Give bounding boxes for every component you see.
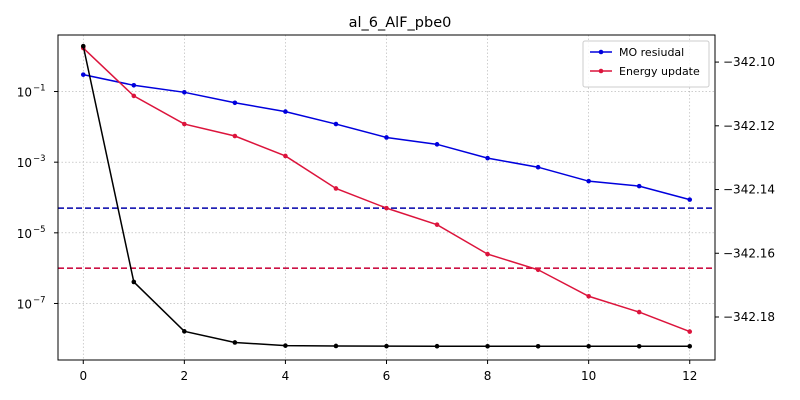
- legend-label: Energy update: [619, 65, 700, 78]
- series-point-0: [232, 100, 238, 106]
- series-point-1: [333, 186, 339, 191]
- series-point-2: [535, 343, 541, 349]
- legend-marker: [598, 68, 604, 74]
- y-left-tick-label: 10: [17, 86, 32, 100]
- series-point-1: [434, 222, 440, 227]
- series-point-2: [384, 343, 389, 349]
- series-point-1: [182, 121, 187, 127]
- y-left-tick-exponent: −1: [33, 84, 46, 94]
- series-point-1: [485, 251, 490, 257]
- series-point-0: [485, 155, 490, 161]
- y-left-tick-label: 10: [17, 227, 32, 241]
- series-point-2: [485, 343, 490, 349]
- legend-label: MO resiudal: [619, 46, 684, 59]
- series-point-1: [535, 267, 541, 273]
- series-point-0: [434, 142, 440, 147]
- legend-marker: [598, 49, 604, 55]
- series-point-0: [131, 83, 137, 88]
- series-point-2: [434, 343, 440, 349]
- y-right-tick-label: −342.10: [723, 55, 775, 69]
- legend-box: [582, 40, 710, 88]
- y-right-tick-label: −342.16: [723, 246, 775, 260]
- series-point-1: [232, 133, 238, 139]
- series-point-0: [535, 164, 541, 170]
- series-point-2: [586, 343, 591, 349]
- x-tick-label: 0: [79, 369, 87, 383]
- series-point-1: [131, 93, 137, 99]
- series-point-0: [283, 109, 288, 114]
- legend: MO resiudal Energy update: [582, 40, 710, 88]
- x-tick-label: 6: [383, 369, 391, 383]
- series-point-0: [384, 135, 389, 140]
- series-point-2: [232, 340, 238, 345]
- y-left-tick-label: 10: [17, 297, 32, 311]
- x-tick-label: 4: [282, 369, 290, 383]
- x-tick-label: 8: [484, 369, 492, 383]
- y-right-tick-label: −342.18: [723, 310, 775, 324]
- y-left-tick-exponent: −5: [33, 225, 46, 235]
- series-point-1: [687, 329, 693, 334]
- series-point-1: [636, 309, 642, 315]
- series-point-1: [384, 205, 389, 211]
- series-point-0: [80, 72, 86, 77]
- series-layer: [80, 43, 693, 349]
- chart-title: al_6_AlF_pbe0: [349, 15, 452, 31]
- y-left-tick-label: 10: [17, 156, 32, 170]
- series-point-2: [283, 343, 288, 348]
- series-point-2: [182, 329, 187, 334]
- y-right-tick-label: −342.14: [723, 183, 775, 197]
- series-point-2: [131, 279, 137, 285]
- series-point-2: [333, 343, 339, 349]
- series-point-2: [636, 343, 642, 349]
- series-point-0: [687, 197, 693, 202]
- series-point-1: [283, 153, 288, 159]
- y-left-tick-exponent: −7: [33, 295, 46, 305]
- series-point-0: [586, 178, 591, 184]
- series-point-2: [687, 343, 693, 349]
- series-point-0: [636, 183, 642, 189]
- x-tick-label: 2: [181, 369, 189, 383]
- y-left-tick-exponent: −3: [33, 154, 46, 164]
- x-tick-label: 12: [682, 369, 697, 383]
- series-point-2: [80, 43, 86, 49]
- series-point-1: [586, 293, 591, 299]
- x-tick-label: 10: [581, 369, 596, 383]
- series-point-0: [333, 121, 339, 127]
- series-point-0: [182, 90, 187, 95]
- y-right-tick-label: −342.12: [723, 119, 775, 133]
